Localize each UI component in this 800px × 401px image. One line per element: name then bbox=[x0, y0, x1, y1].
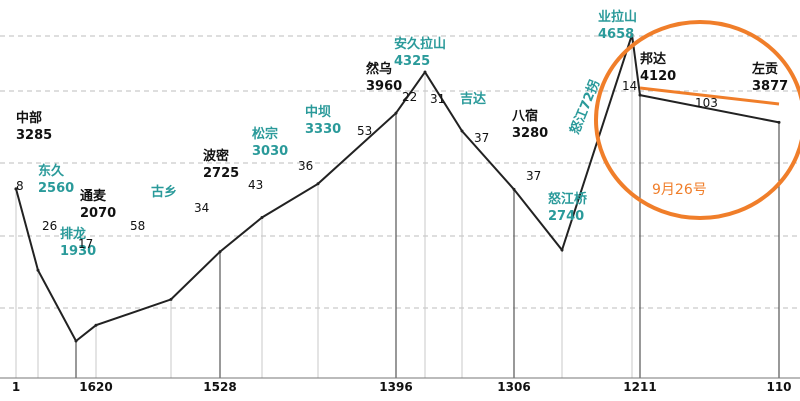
highlight-circle bbox=[594, 20, 800, 220]
station-altitude: 2070 bbox=[80, 206, 116, 221]
segment-distance: 31 bbox=[430, 92, 445, 106]
station-altitude: 3330 bbox=[305, 122, 341, 137]
highlight-annotation: 9月26号 bbox=[594, 20, 800, 220]
segment-distance: 8 bbox=[16, 179, 24, 193]
highlight-segment bbox=[639, 86, 780, 106]
station-point bbox=[260, 215, 264, 219]
x-tick-label: 1 bbox=[12, 380, 20, 394]
station-name: 业拉山 bbox=[598, 9, 637, 25]
station-point bbox=[560, 248, 564, 252]
station-altitude: 2560 bbox=[38, 181, 74, 196]
station-drop-lines bbox=[15, 34, 780, 378]
station-altitude: 2740 bbox=[548, 209, 584, 224]
x-tick-label: 1396 bbox=[379, 380, 412, 394]
station-altitude: 4658 bbox=[598, 27, 634, 42]
station-name: 怒江桥 bbox=[548, 191, 588, 207]
station-name: 左贡 bbox=[752, 61, 778, 77]
station-name: 松宗 bbox=[252, 126, 278, 142]
station-name: 东久 bbox=[38, 163, 65, 179]
segment-distance: 34 bbox=[194, 201, 209, 215]
x-tick-label: 1620 bbox=[79, 380, 112, 394]
segment-distance: 26 bbox=[42, 219, 57, 233]
gridlines bbox=[0, 35, 800, 309]
station-name: 吉达 bbox=[460, 91, 486, 107]
station-name: 邦达 bbox=[640, 51, 666, 67]
segment-distance: 58 bbox=[130, 219, 145, 233]
segment-distance: 22 bbox=[402, 90, 417, 104]
station-point bbox=[638, 93, 642, 97]
segment-distance: 17 bbox=[78, 237, 93, 251]
segment-distance-labels: 8 26 17 58 34 43 36 53 22 31 37 37 14 103 bbox=[16, 79, 718, 251]
station-name: 然乌 bbox=[366, 61, 392, 77]
station-altitude: 3960 bbox=[366, 79, 402, 94]
station-name: 中部 bbox=[16, 110, 42, 126]
station-point bbox=[777, 120, 781, 124]
station-point bbox=[218, 250, 222, 254]
segment-distance: 37 bbox=[526, 169, 541, 183]
segment-distance: 103 bbox=[695, 96, 718, 110]
x-tick-label: 110 bbox=[766, 380, 791, 394]
x-tick-label: 1306 bbox=[497, 380, 530, 394]
station-point bbox=[630, 33, 634, 37]
station-point bbox=[423, 70, 427, 74]
station-point bbox=[74, 339, 78, 343]
x-tick-label: 1211 bbox=[623, 380, 656, 394]
station-name: 波密 bbox=[203, 148, 229, 164]
segment-distance: 37 bbox=[474, 131, 489, 145]
date-annotation: 9月26号 bbox=[652, 182, 707, 198]
station-altitude: 3280 bbox=[512, 126, 548, 141]
station-name: 八宿 bbox=[511, 108, 538, 124]
station-altitude: 3877 bbox=[752, 79, 788, 94]
station-altitude: 4325 bbox=[394, 54, 430, 69]
station-name: 中坝 bbox=[305, 104, 331, 120]
station-name: 安久拉山 bbox=[394, 36, 446, 52]
station-name: 通麦 bbox=[80, 188, 107, 204]
station-point bbox=[94, 323, 98, 327]
station-point bbox=[14, 187, 18, 191]
segment-distance: 36 bbox=[298, 159, 313, 173]
segment-distance: 43 bbox=[248, 178, 263, 192]
station-labels: 中部 3285 东久 2560 排龙 1930 通麦 2070 古乡 波密 2725 松宗 3030 中坝… bbox=[16, 9, 788, 259]
station-point bbox=[512, 187, 516, 191]
station-point bbox=[394, 111, 398, 115]
segment-distance: 14 bbox=[622, 79, 637, 93]
station-point bbox=[316, 182, 320, 186]
station-altitude: 2725 bbox=[203, 166, 239, 181]
station-altitude: 3030 bbox=[252, 144, 288, 159]
station-name: 排龙 bbox=[60, 226, 86, 242]
station-altitude: 4120 bbox=[640, 69, 676, 84]
station-point bbox=[460, 129, 464, 133]
station-name: 古乡 bbox=[151, 184, 177, 200]
x-tick-label: 1528 bbox=[203, 380, 236, 394]
station-point bbox=[36, 268, 40, 272]
station-altitude: 3285 bbox=[16, 128, 52, 143]
segment-distance: 53 bbox=[357, 124, 372, 138]
station-altitude: 1930 bbox=[60, 244, 96, 259]
x-axis: 1 1620 1528 1396 1306 1211 110 bbox=[0, 377, 800, 394]
station-point bbox=[169, 297, 173, 301]
